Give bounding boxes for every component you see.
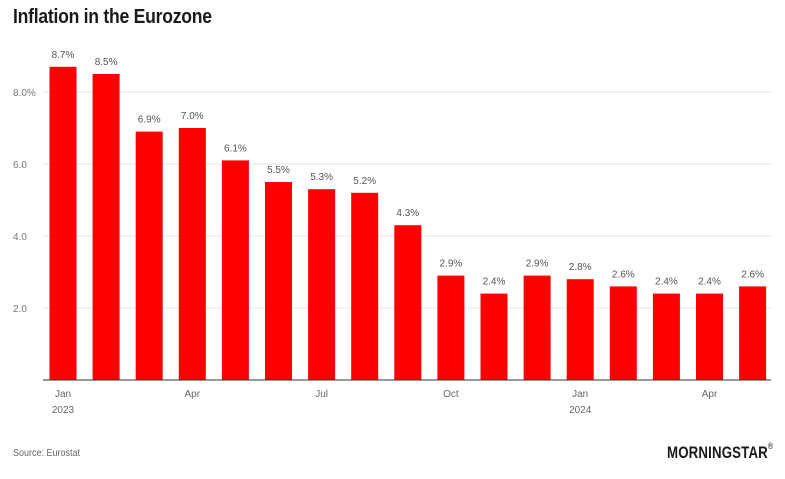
y-tick-label: 8.0% (13, 88, 36, 99)
bar (566, 279, 594, 380)
bar (739, 286, 767, 380)
bar (480, 293, 508, 380)
x-tick-label: Oct (443, 389, 459, 400)
brand-name: MORNINGSTAR (667, 443, 768, 462)
y-tick-label: 2.0 (13, 304, 27, 315)
data-label: 7.0% (181, 111, 204, 122)
bar (652, 293, 680, 380)
bar (221, 160, 249, 380)
x-tick-labels: Jan 2023 Apr Jul Oct Jan 2024 Apr (52, 389, 718, 416)
bar (696, 293, 723, 380)
data-label: 2.9% (526, 259, 549, 270)
x-tick-label: Jan (572, 389, 588, 400)
data-label: 5.2% (353, 176, 376, 187)
x-tick-label: Jan (55, 389, 71, 400)
y-tick-label: 4.0 (13, 232, 27, 243)
bar (437, 275, 465, 380)
inflation-bar-chart: 2.0 4.0 6.0 8.0% 8.7% 8.5% 6.9% 7.0% 6.1% 5.5% 5.… (13, 50, 771, 416)
data-label: 5.3% (310, 172, 333, 183)
x-tick-sublabel: 2024 (569, 405, 592, 416)
data-label: 2.4% (483, 277, 506, 288)
bar (178, 128, 206, 380)
y-tick-labels: 2.0 4.0 6.0 8.0% (13, 88, 36, 315)
bar (351, 192, 379, 380)
data-label: 4.3% (396, 208, 419, 219)
bar (609, 286, 637, 380)
bar (394, 225, 422, 380)
bar (92, 74, 120, 380)
data-label: 2.6% (741, 269, 764, 280)
data-label: 2.6% (612, 269, 635, 280)
x-tick-sublabel: 2023 (52, 405, 75, 416)
data-label: 2.4% (655, 277, 678, 288)
bar (308, 189, 336, 380)
data-label: 8.5% (95, 57, 118, 68)
chart-title: Inflation in the Eurozone (13, 6, 212, 28)
data-label: 8.7% (52, 50, 75, 61)
data-label: 5.5% (267, 165, 290, 176)
data-label: 6.1% (224, 143, 247, 154)
morningstar-logo: MORNINGSTAR® (667, 441, 774, 463)
bar (523, 275, 551, 380)
bar (135, 131, 163, 380)
bars (49, 66, 767, 381)
data-label: 2.9% (440, 259, 463, 270)
bar (49, 66, 77, 381)
x-tick-label: Apr (185, 389, 201, 400)
y-tick-label: 6.0 (13, 160, 27, 171)
x-tick-label: Jul (315, 389, 328, 400)
data-labels: 8.7% 8.5% 6.9% 7.0% 6.1% 5.5% 5.3% 5.2% 4.3% 2.9%… (52, 50, 765, 288)
bar (265, 182, 292, 380)
brand-registered-mark: ® (767, 441, 774, 451)
x-tick-label: Apr (702, 389, 718, 400)
data-label: 2.8% (569, 262, 592, 273)
source-note: Source: Eurostat (13, 448, 81, 459)
data-label: 2.4% (698, 277, 721, 288)
data-label: 6.9% (138, 115, 161, 126)
